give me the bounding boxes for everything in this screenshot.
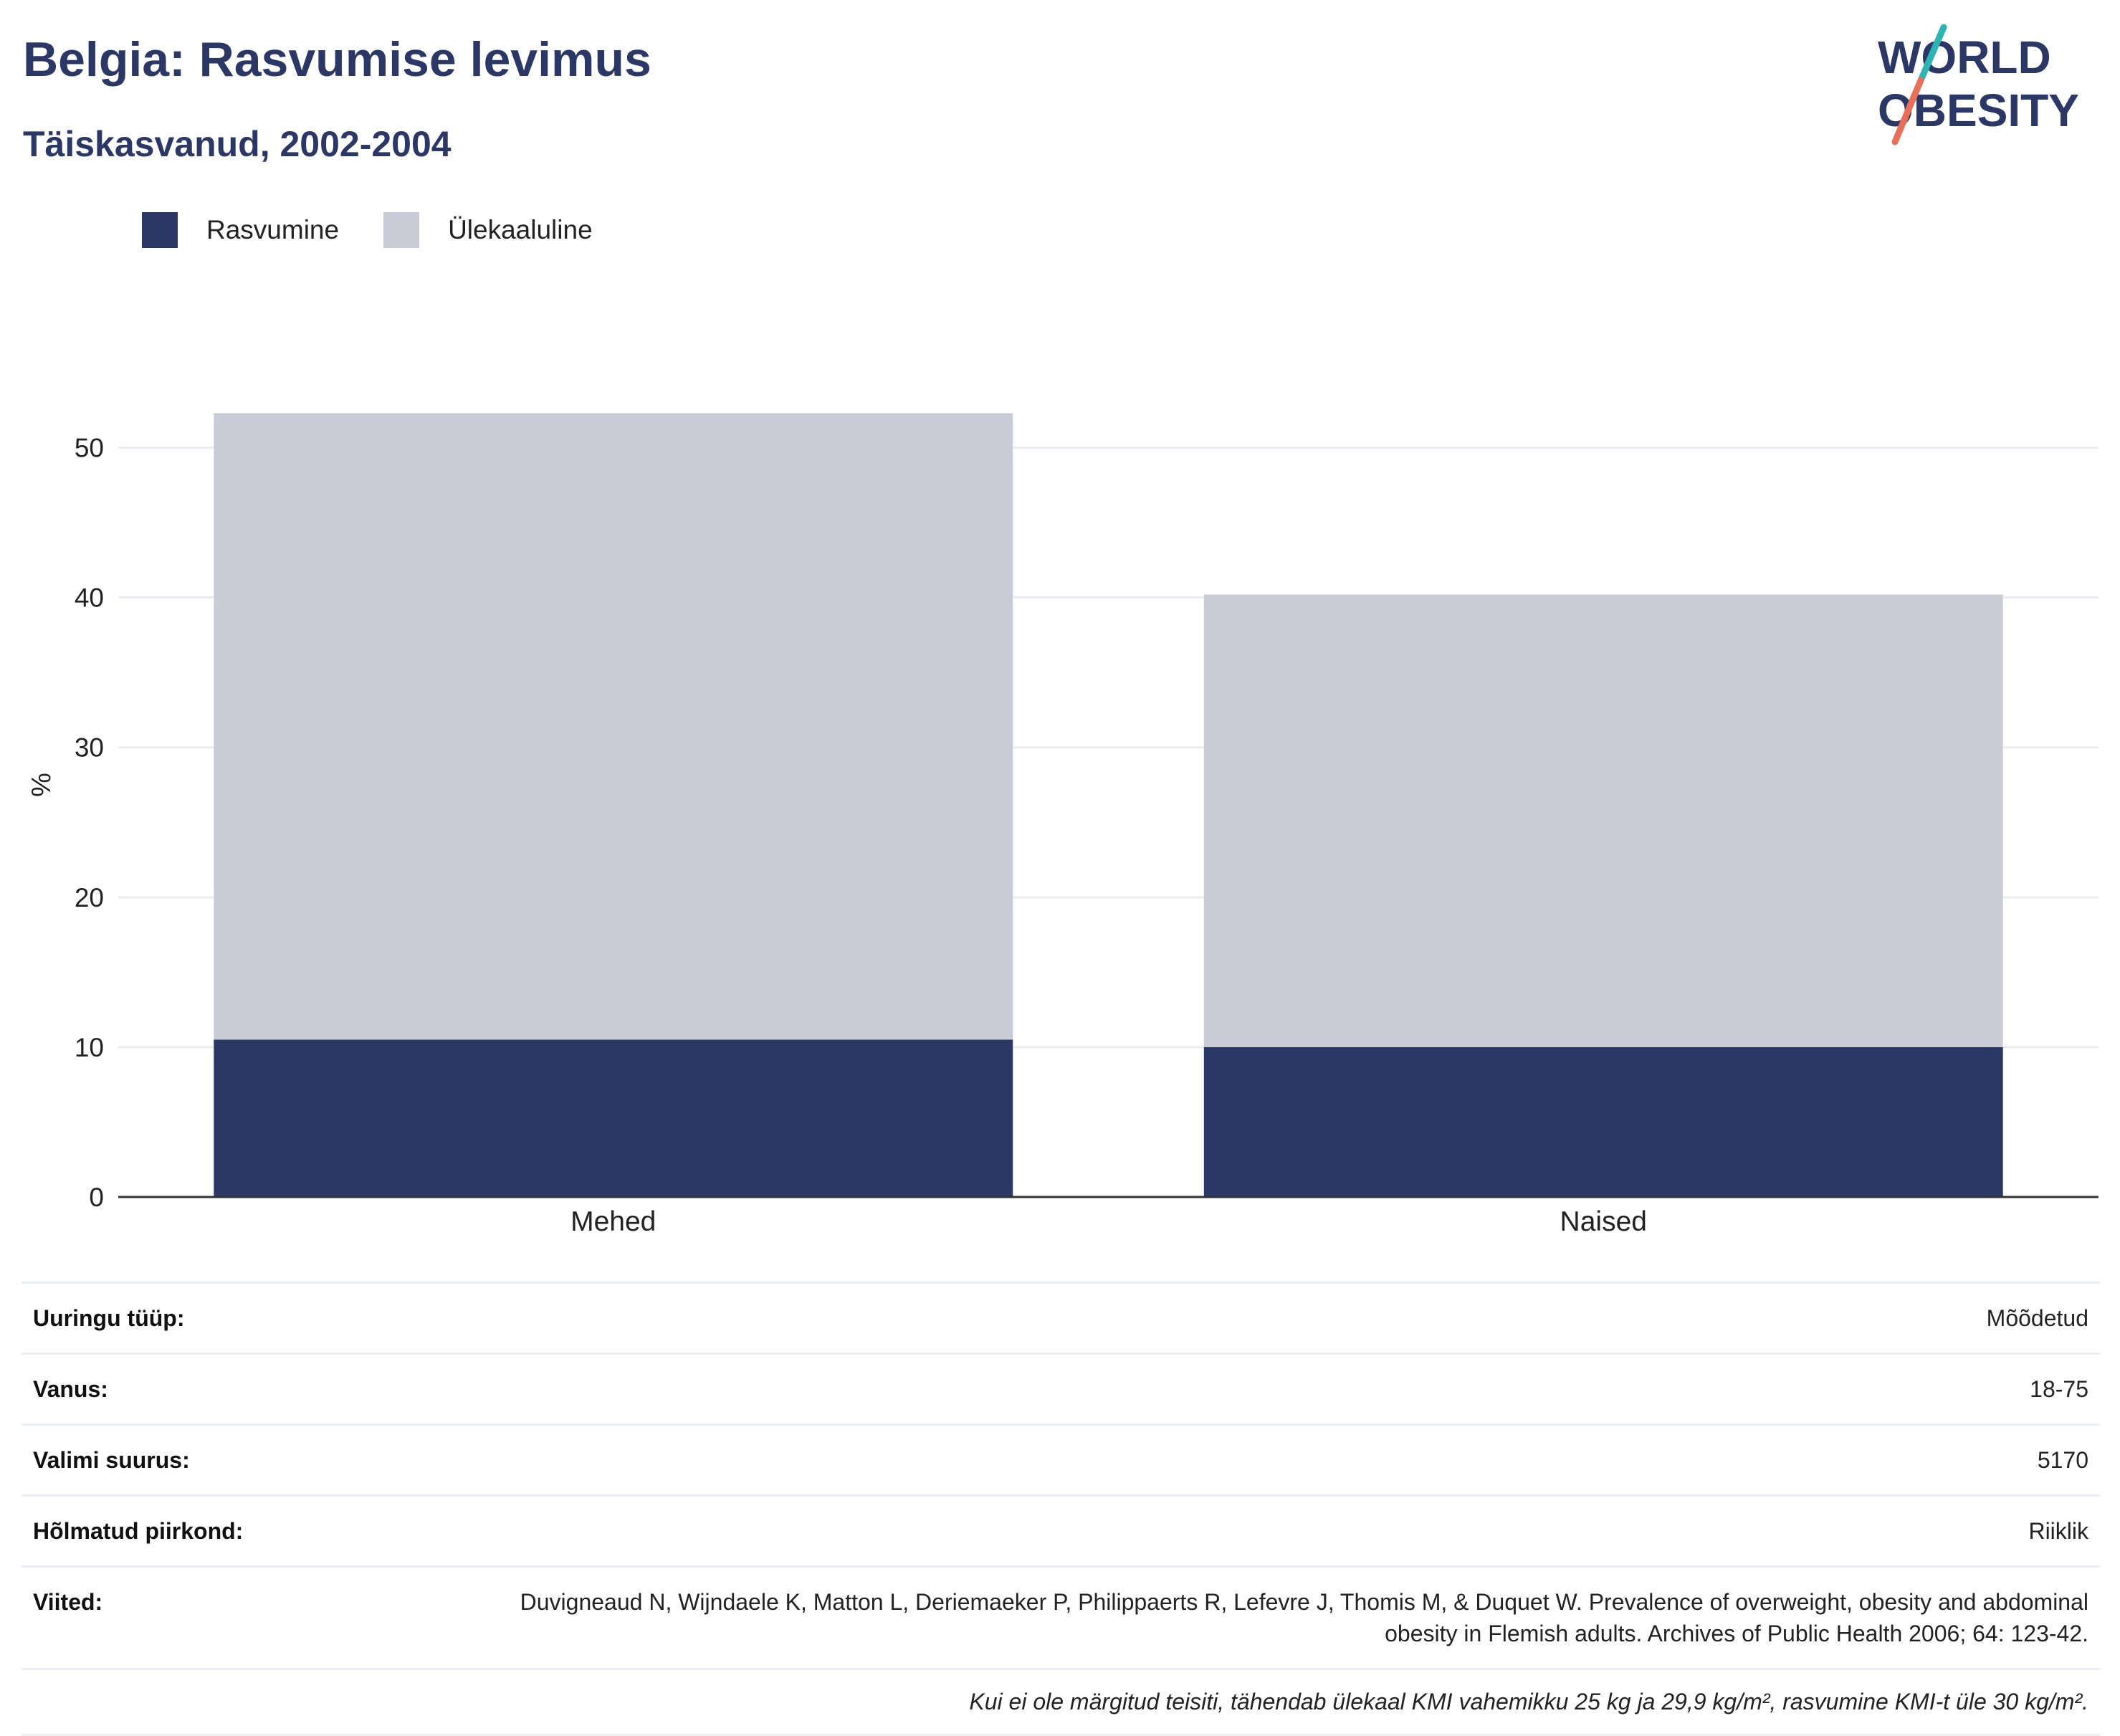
meta-row-sample-size: Valimi suurus: 5170 [22, 1426, 2100, 1497]
bars [214, 413, 2003, 1197]
legend-label-rasvumine: Rasvumine [206, 215, 340, 244]
metadata-table: Uuringu tüüp: Mõõdetud Vanus: 18-75 Vali… [22, 1282, 2100, 1736]
chart-subtitle: Täiskasvanud, 2002-2004 [23, 124, 452, 164]
legend-swatch-ulekaaluline [383, 212, 420, 248]
legend-item-rasvumine: Rasvumine [142, 212, 339, 248]
y-tick-label: 10 [75, 1033, 104, 1062]
meta-row-area: Hõlmatud piirkond: Riiklik [22, 1497, 2100, 1568]
meta-label: Vanus: [33, 1376, 108, 1402]
logo-line-1: WORLD [1878, 32, 2051, 83]
meta-label: Hõlmatud piirkond: [33, 1518, 244, 1544]
meta-value: 5170 [2037, 1447, 2088, 1473]
y-tick-label: 30 [75, 733, 104, 763]
world-obesity-logo: WORLD OBESITY [1878, 24, 2079, 146]
chart-legend: Rasvumine Ülekaaluline [142, 212, 637, 248]
definition-note: Kui ei ole märgitud teisiti, tähendab ül… [22, 1670, 2100, 1736]
x-tick-labels: Mehed Naised [570, 1206, 1647, 1237]
meta-row-references: Viited: Duvigneaud N, Wijndaele K, Matto… [22, 1568, 2100, 1670]
meta-label: Valimi suurus: [33, 1447, 190, 1473]
meta-label: Uuringu tüüp: [33, 1305, 185, 1331]
meta-label: Viited: [33, 1589, 103, 1615]
y-tick-label: 50 [75, 434, 104, 463]
bar-rasvumine-0 [214, 1039, 1013, 1197]
x-tick-label: Mehed [570, 1206, 656, 1237]
x-tick-label: Naised [1560, 1206, 1647, 1237]
y-tick-labels: 0 10 20 30 40 50 [75, 434, 104, 1212]
meta-value-reference: Duvigneaud N, Wijndaele K, Matton L, Der… [520, 1589, 2088, 1646]
legend-label-ulekaaluline: Ülekaaluline [448, 215, 593, 244]
y-axis-label: % [27, 773, 57, 797]
chart-title: Belgia: Rasvumise levimus [23, 32, 651, 87]
meta-value: Mõõdetud [1986, 1305, 2088, 1331]
meta-row-age: Vanus: 18-75 [22, 1355, 2100, 1426]
legend-item-ulekaaluline: Ülekaaluline [383, 212, 593, 248]
meta-row-survey-type: Uuringu tüüp: Mõõdetud [22, 1284, 2100, 1355]
bar--lekaaluline-0 [214, 413, 1013, 1040]
bar--lekaaluline-1 [1203, 594, 2003, 1047]
y-tick-label: 20 [75, 883, 104, 912]
meta-value: 18-75 [2030, 1376, 2088, 1402]
meta-value: Riiklik [2028, 1518, 2088, 1544]
stacked-bar-chart: 0 10 20 30 40 50 Mehed Naised % [27, 413, 2098, 1237]
legend-swatch-rasvumine [142, 212, 178, 248]
y-tick-label: 40 [75, 583, 104, 613]
y-tick-label: 0 [89, 1183, 104, 1212]
bar-rasvumine-1 [1203, 1046, 2003, 1197]
